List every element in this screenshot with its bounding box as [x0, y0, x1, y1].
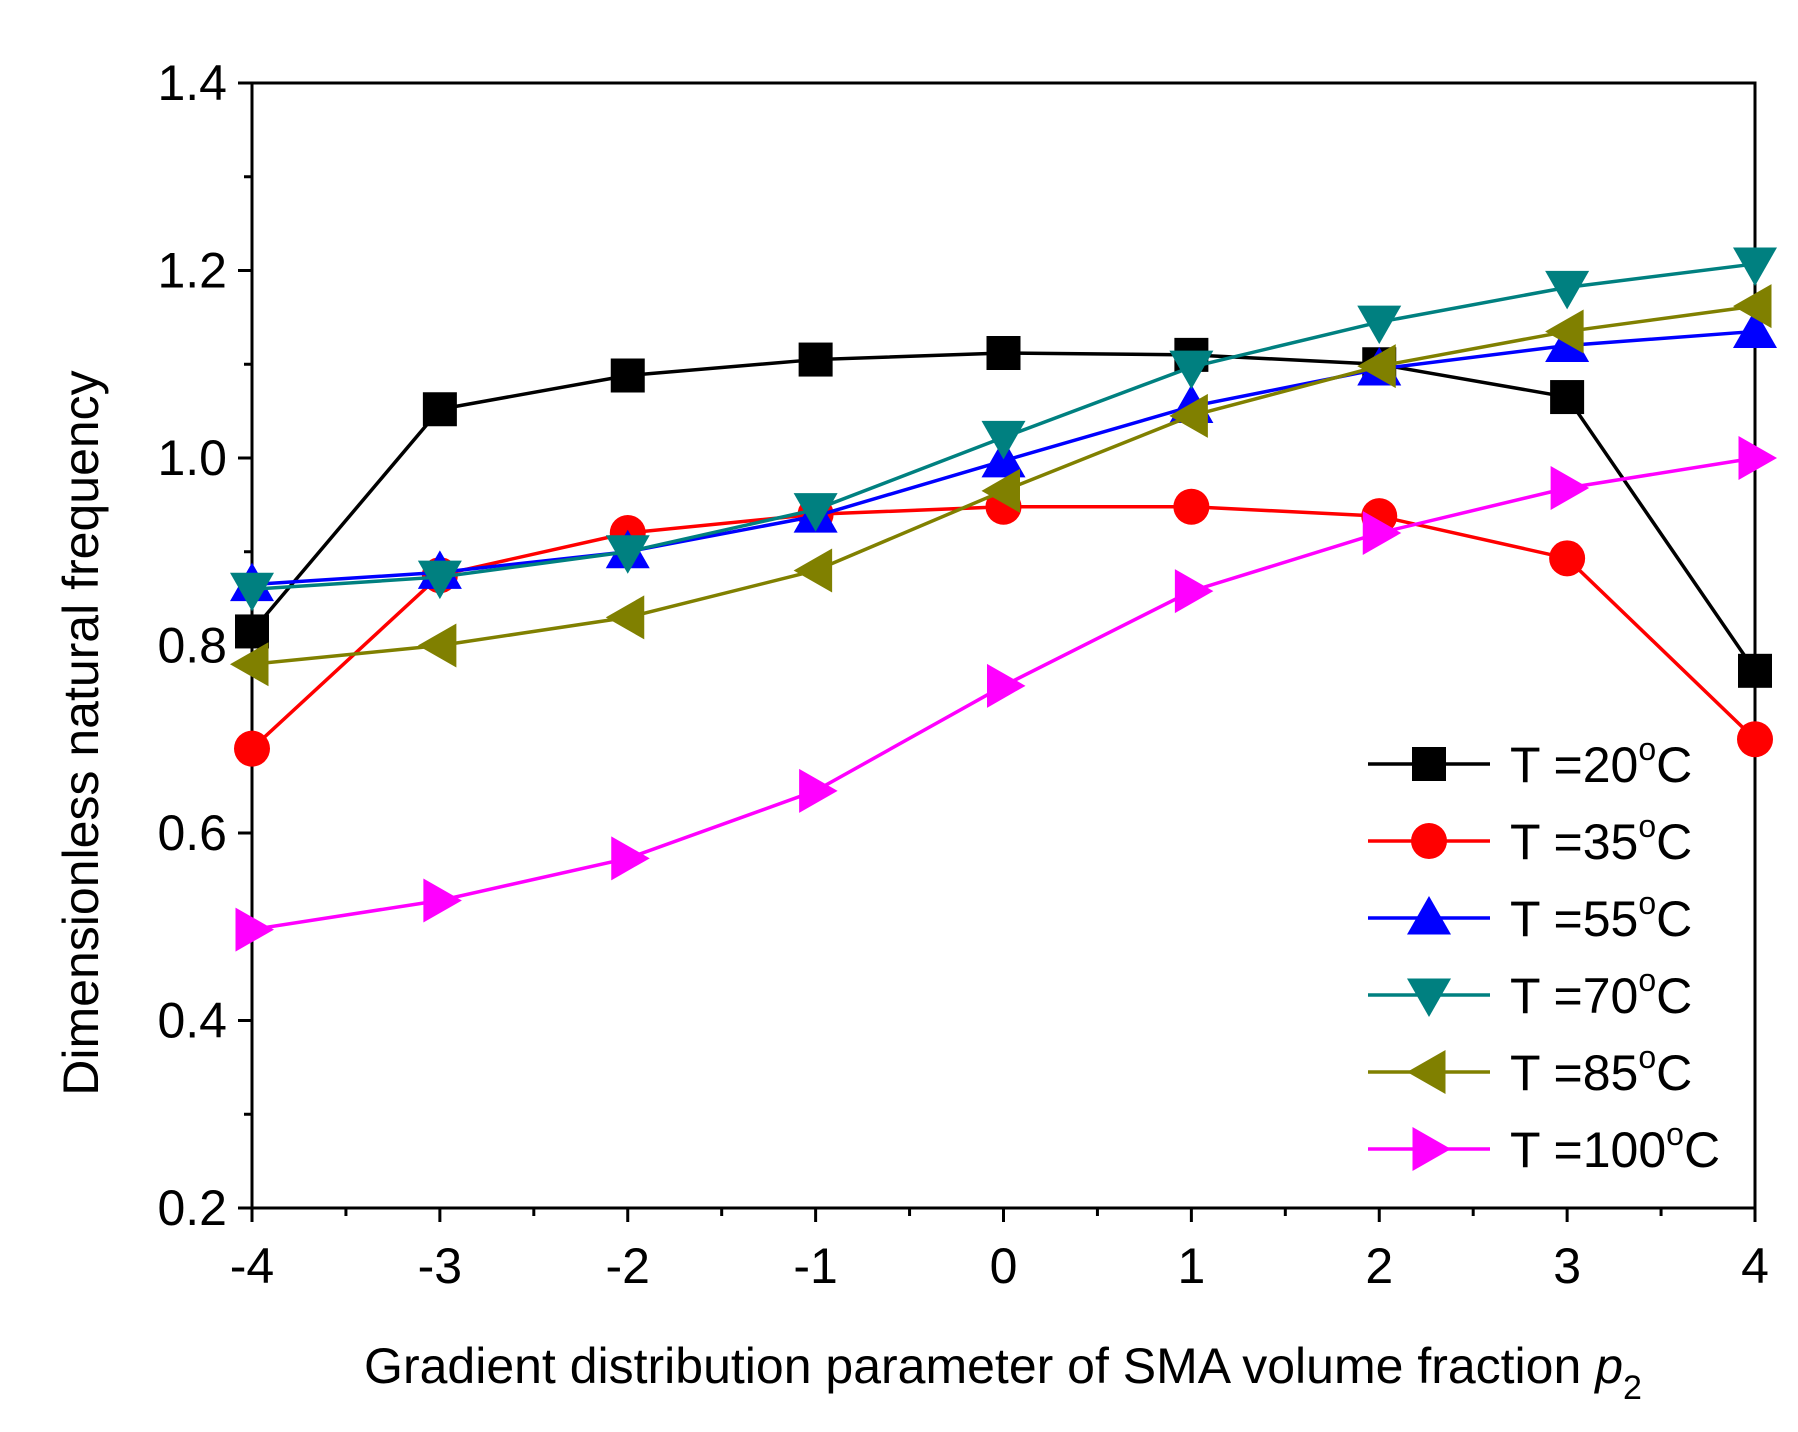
- legend-marker: [1412, 1127, 1451, 1171]
- data-point: [235, 614, 269, 649]
- data-point: [1550, 466, 1590, 510]
- data-point: [798, 342, 833, 377]
- x-tick-label: 1: [1177, 1238, 1205, 1294]
- y-tick-label: 1.2: [157, 243, 227, 299]
- data-point: [605, 595, 645, 640]
- legend-item: T =85oC: [1368, 1039, 1692, 1101]
- data-point: [1738, 436, 1777, 480]
- data-point: [981, 468, 1020, 513]
- data-point: [1550, 380, 1585, 415]
- x-axis-title-subscript: 2: [1623, 1369, 1642, 1407]
- series-layer: [230, 247, 1777, 952]
- series-line: [250, 505, 1757, 750]
- x-tick-label: 3: [1553, 1238, 1581, 1294]
- data-point: [986, 336, 1021, 370]
- legend-item: T =100oC: [1368, 1116, 1720, 1178]
- data-point: [1549, 540, 1586, 577]
- legend-label: T =55oC: [1510, 885, 1692, 947]
- data-point: [417, 560, 462, 600]
- data-point: [793, 493, 838, 532]
- data-point: [1738, 653, 1772, 688]
- y-tick-label: 1.4: [157, 55, 227, 111]
- data-point: [1733, 284, 1772, 329]
- x-tick-label: -2: [606, 1238, 650, 1294]
- data-point: [1545, 309, 1584, 354]
- legend-label: T =70oC: [1510, 962, 1692, 1024]
- data-point: [1169, 393, 1208, 438]
- x-tick-label: -1: [793, 1238, 837, 1294]
- series-5: [235, 436, 1777, 952]
- legend-label: T =20oC: [1510, 731, 1692, 793]
- legend-item: T =70oC: [1368, 962, 1692, 1024]
- data-point: [1737, 721, 1773, 758]
- x-tick-label: 2: [1365, 1238, 1393, 1294]
- data-point: [605, 535, 650, 574]
- data-point: [1362, 511, 1402, 555]
- data-point: [417, 623, 457, 668]
- legend-item: T =55oC: [1368, 885, 1692, 947]
- y-axis-title: Dimensionless natural frequency: [53, 370, 109, 1095]
- data-point: [1169, 350, 1214, 390]
- y-tick-label: 0.8: [157, 618, 227, 674]
- data-point: [230, 642, 269, 687]
- data-point: [1545, 270, 1590, 310]
- data-point: [1174, 569, 1214, 614]
- data-point: [611, 836, 650, 881]
- x-tick-label: 0: [990, 1238, 1018, 1294]
- x-axis-title-text: Gradient distribution parameter of SMA v…: [364, 1338, 1581, 1394]
- legend-marker: [1407, 978, 1451, 1017]
- data-point: [422, 392, 457, 427]
- data-point: [987, 663, 1026, 708]
- x-axis-title-symbol: p: [1593, 1338, 1623, 1394]
- x-tick-label: -4: [230, 1238, 274, 1294]
- y-tick-label: 1.0: [157, 430, 227, 486]
- data-point: [1357, 305, 1402, 345]
- legend-item: T =20oC: [1368, 731, 1692, 793]
- x-tick-label: -3: [418, 1238, 462, 1294]
- legend-marker: [1411, 823, 1447, 859]
- data-point: [1733, 247, 1777, 286]
- y-tick-label: 0.4: [157, 993, 227, 1049]
- data-point: [1173, 488, 1210, 525]
- x-tick-label: 4: [1741, 1238, 1769, 1294]
- y-tick-label: 0.6: [157, 805, 227, 861]
- series-1: [234, 488, 1773, 767]
- data-point: [793, 548, 833, 593]
- plot-area: [250, 81, 1757, 1210]
- data-point: [1733, 309, 1777, 348]
- legend-label: T =100oC: [1510, 1116, 1720, 1178]
- data-point: [423, 878, 462, 923]
- series-4: [230, 284, 1772, 687]
- data-point: [799, 768, 838, 813]
- legend-marker: [1407, 1050, 1446, 1094]
- data-point: [981, 420, 1026, 460]
- data-point: [1357, 344, 1396, 389]
- data-point: [235, 907, 274, 952]
- series-3: [230, 247, 1777, 612]
- x-axis-title: Gradient distribution parameter of SMA v…: [364, 1338, 1642, 1407]
- data-point: [230, 572, 274, 612]
- data-point: [234, 730, 270, 767]
- legend-label: T =85oC: [1510, 1039, 1692, 1101]
- y-tick-label: 0.2: [157, 1180, 227, 1236]
- data-point: [610, 358, 645, 393]
- axis-tick-labels: -4 -3 -2 -1 0 1 2 3 4 0.2 0.4 0.6 0.8 1.0 1.2 1.4: [157, 55, 1768, 1294]
- legend: T =20oC T =35oC T =55oC T =70oC T =85oC T =10…: [1368, 731, 1720, 1178]
- legend-marker: [1407, 896, 1451, 935]
- legend-label: T =35oC: [1510, 808, 1692, 870]
- legend-marker: [1412, 747, 1446, 781]
- legend-item: T =35oC: [1368, 808, 1692, 870]
